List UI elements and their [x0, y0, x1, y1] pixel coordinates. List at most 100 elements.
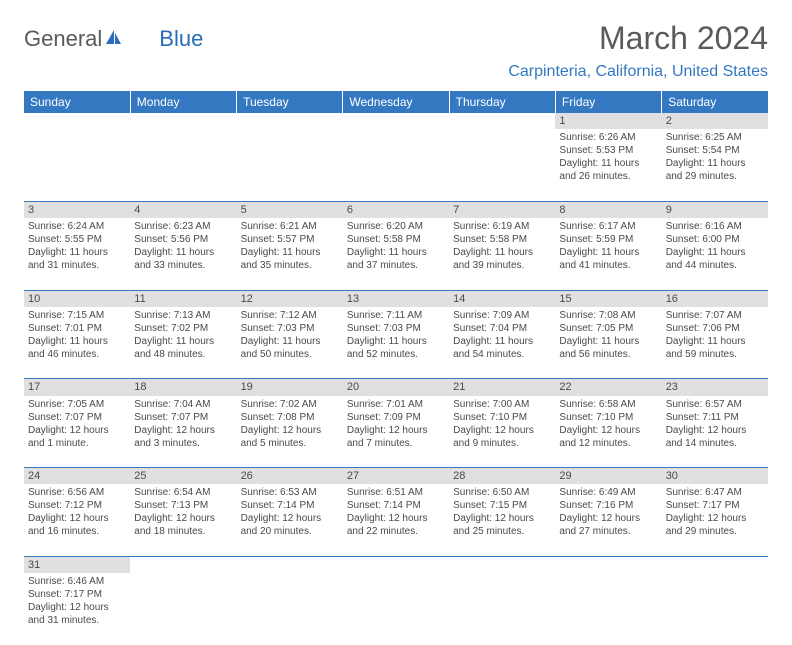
sunset-text: Sunset: 5:57 PM: [241, 233, 339, 246]
day-cell: Sunrise: 7:12 AMSunset: 7:03 PMDaylight:…: [237, 307, 343, 379]
daylight-text: Daylight: 11 hours: [28, 246, 126, 259]
sunset-text: Sunset: 5:58 PM: [453, 233, 551, 246]
day-cell: Sunrise: 6:19 AMSunset: 5:58 PMDaylight:…: [449, 218, 555, 290]
daylight-text: and 44 minutes.: [666, 259, 764, 272]
daylight-text: Daylight: 11 hours: [347, 335, 445, 348]
day-cell: Sunrise: 6:26 AMSunset: 5:53 PMDaylight:…: [555, 129, 661, 201]
day-cell: [343, 129, 449, 201]
daylight-text: Daylight: 11 hours: [241, 246, 339, 259]
day-cell: Sunrise: 7:07 AMSunset: 7:06 PMDaylight:…: [662, 307, 768, 379]
sunset-text: Sunset: 5:56 PM: [134, 233, 232, 246]
day-number: 23: [662, 379, 768, 395]
day-cell: Sunrise: 6:58 AMSunset: 7:10 PMDaylight:…: [555, 396, 661, 468]
daylight-text: Daylight: 11 hours: [241, 335, 339, 348]
day-number: 7: [449, 202, 555, 218]
day-number: 27: [343, 468, 449, 484]
daylight-text: Daylight: 12 hours: [347, 512, 445, 525]
day-cell: Sunrise: 6:24 AMSunset: 5:55 PMDaylight:…: [24, 218, 130, 290]
daylight-text: and 29 minutes.: [666, 170, 764, 183]
day-number-cell: 14: [449, 290, 555, 307]
day-cell: Sunrise: 7:09 AMSunset: 7:04 PMDaylight:…: [449, 307, 555, 379]
daylight-text: Daylight: 12 hours: [241, 512, 339, 525]
sunset-text: Sunset: 7:03 PM: [241, 322, 339, 335]
day-number: 29: [555, 468, 661, 484]
day-number: 12: [237, 291, 343, 307]
weekday-header: Thursday: [449, 91, 555, 113]
sunrise-text: Sunrise: 7:11 AM: [347, 309, 445, 322]
day-number-cell: 17: [24, 379, 130, 396]
sunrise-text: Sunrise: 7:13 AM: [134, 309, 232, 322]
day-number: 30: [662, 468, 768, 484]
day-number-cell: 26: [237, 468, 343, 485]
sunrise-text: Sunrise: 6:17 AM: [559, 220, 657, 233]
day-number-cell: 6: [343, 201, 449, 218]
daylight-text: and 54 minutes.: [453, 348, 551, 361]
day-cell: [130, 129, 236, 201]
daylight-text: and 18 minutes.: [134, 525, 232, 538]
day-cell: [130, 573, 236, 645]
daylight-text: and 22 minutes.: [347, 525, 445, 538]
daylight-text: Daylight: 11 hours: [453, 335, 551, 348]
day-number-cell: 10: [24, 290, 130, 307]
day-cell: Sunrise: 7:00 AMSunset: 7:10 PMDaylight:…: [449, 396, 555, 468]
day-number-cell: [130, 556, 236, 573]
daylight-text: and 5 minutes.: [241, 437, 339, 450]
daylight-text: Daylight: 11 hours: [666, 246, 764, 259]
daylight-text: Daylight: 12 hours: [453, 512, 551, 525]
sunrise-text: Sunrise: 6:58 AM: [559, 398, 657, 411]
day-number-cell: 7: [449, 201, 555, 218]
day-number: 8: [555, 202, 661, 218]
daylight-text: Daylight: 12 hours: [28, 424, 126, 437]
sunset-text: Sunset: 7:17 PM: [28, 588, 126, 601]
day-number: 21: [449, 379, 555, 395]
sunrise-text: Sunrise: 6:57 AM: [666, 398, 764, 411]
day-cell: Sunrise: 7:01 AMSunset: 7:09 PMDaylight:…: [343, 396, 449, 468]
day-number-cell: 2: [662, 113, 768, 129]
sunset-text: Sunset: 7:08 PM: [241, 411, 339, 424]
day-number-cell: [130, 113, 236, 129]
day-number-cell: 25: [130, 468, 236, 485]
day-number-cell: 28: [449, 468, 555, 485]
day-cell: Sunrise: 7:15 AMSunset: 7:01 PMDaylight:…: [24, 307, 130, 379]
day-number: 10: [24, 291, 130, 307]
day-cell: Sunrise: 6:53 AMSunset: 7:14 PMDaylight:…: [237, 484, 343, 556]
day-cell: Sunrise: 6:49 AMSunset: 7:16 PMDaylight:…: [555, 484, 661, 556]
day-cell: Sunrise: 7:02 AMSunset: 7:08 PMDaylight:…: [237, 396, 343, 468]
day-number-cell: 9: [662, 201, 768, 218]
sunset-text: Sunset: 5:59 PM: [559, 233, 657, 246]
sunset-text: Sunset: 7:10 PM: [453, 411, 551, 424]
day-cell: [237, 573, 343, 645]
daylight-text: Daylight: 12 hours: [559, 424, 657, 437]
daylight-text: Daylight: 12 hours: [666, 424, 764, 437]
sunrise-text: Sunrise: 6:49 AM: [559, 486, 657, 499]
sunrise-text: Sunrise: 6:16 AM: [666, 220, 764, 233]
day-cell: Sunrise: 6:51 AMSunset: 7:14 PMDaylight:…: [343, 484, 449, 556]
sunrise-text: Sunrise: 7:09 AM: [453, 309, 551, 322]
day-number-cell: 11: [130, 290, 236, 307]
daylight-text: Daylight: 11 hours: [134, 246, 232, 259]
daylight-text: and 56 minutes.: [559, 348, 657, 361]
weekday-header: Monday: [130, 91, 236, 113]
day-cell: [662, 573, 768, 645]
day-cell: Sunrise: 6:50 AMSunset: 7:15 PMDaylight:…: [449, 484, 555, 556]
day-cell: Sunrise: 7:05 AMSunset: 7:07 PMDaylight:…: [24, 396, 130, 468]
daylight-text: and 35 minutes.: [241, 259, 339, 272]
daylight-text: Daylight: 12 hours: [28, 512, 126, 525]
day-number: 22: [555, 379, 661, 395]
day-number-cell: [237, 556, 343, 573]
daylight-text: and 7 minutes.: [347, 437, 445, 450]
sunrise-text: Sunrise: 6:24 AM: [28, 220, 126, 233]
sunrise-text: Sunrise: 6:50 AM: [453, 486, 551, 499]
daylight-text: Daylight: 12 hours: [241, 424, 339, 437]
daylight-text: Daylight: 11 hours: [559, 246, 657, 259]
daylight-text: Daylight: 12 hours: [347, 424, 445, 437]
day-number-cell: 12: [237, 290, 343, 307]
day-number: 31: [24, 557, 130, 573]
daylight-text: Daylight: 12 hours: [559, 512, 657, 525]
day-number: 26: [237, 468, 343, 484]
day-number: 17: [24, 379, 130, 395]
day-cell: Sunrise: 6:54 AMSunset: 7:13 PMDaylight:…: [130, 484, 236, 556]
sunset-text: Sunset: 7:14 PM: [347, 499, 445, 512]
day-cell: Sunrise: 6:56 AMSunset: 7:12 PMDaylight:…: [24, 484, 130, 556]
day-number: 11: [130, 291, 236, 307]
